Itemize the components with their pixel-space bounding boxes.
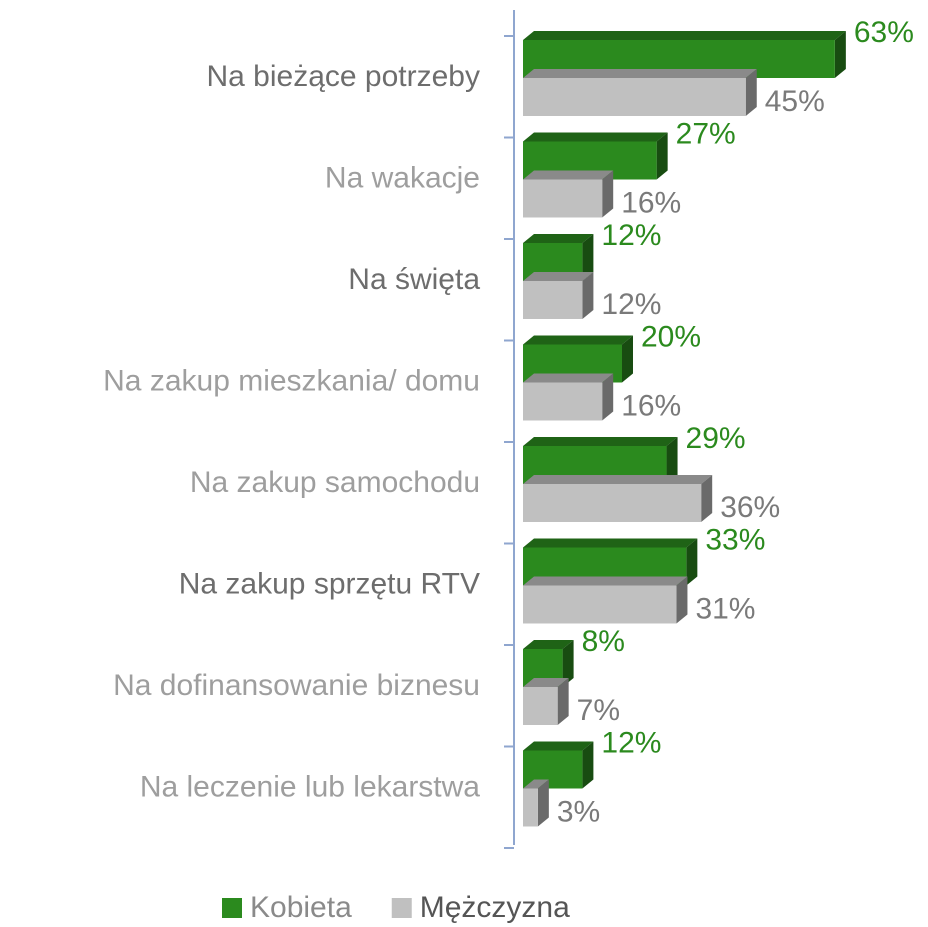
category-label: Na zakup mieszkania/ domu (103, 364, 480, 397)
bar-top (523, 132, 668, 142)
value-label: 12% (601, 288, 661, 321)
value-label: 16% (621, 186, 681, 219)
bar (523, 484, 702, 522)
value-label: 63% (854, 16, 914, 49)
value-label: 3% (557, 795, 600, 828)
bar-side (582, 272, 594, 319)
value-label: 33% (705, 523, 765, 556)
bar-side (701, 475, 713, 522)
bar (523, 585, 677, 624)
bar-side (557, 678, 569, 725)
bar-side (582, 741, 594, 789)
bar (523, 281, 583, 319)
bar-top (523, 31, 846, 40)
bar-top (523, 170, 614, 180)
bar-side (562, 640, 574, 687)
category-label: Na święta (348, 263, 480, 296)
value-label: 12% (601, 726, 661, 759)
bar-side (582, 234, 594, 281)
bar-side (656, 132, 668, 180)
bar-top (523, 640, 574, 649)
category-label: Na dofinansowanie biznesu (113, 669, 480, 702)
bar-side (537, 779, 549, 827)
value-label: 7% (577, 694, 620, 727)
bar-top (523, 437, 678, 446)
value-label: 29% (686, 422, 746, 455)
bar-side (622, 335, 633, 383)
bar-side (602, 170, 614, 218)
value-label: 45% (765, 85, 825, 118)
bar-side (666, 437, 678, 484)
category-label: Na bieżące potrzeby (207, 60, 481, 93)
legend-label: Mężczyzna (420, 891, 570, 924)
bar-side (602, 373, 614, 421)
value-label: 36% (720, 491, 780, 524)
value-label: 20% (641, 320, 701, 353)
legend-label: Kobieta (250, 891, 352, 924)
bar-top (523, 779, 549, 789)
value-label: 12% (601, 219, 661, 252)
bar-side (834, 31, 846, 78)
bar-top (523, 741, 594, 751)
bar-side (676, 576, 688, 624)
bar (523, 78, 746, 116)
bar-side (686, 538, 698, 586)
value-label: 8% (582, 625, 625, 658)
bar (523, 382, 603, 421)
bar-top (523, 335, 633, 345)
bar-top (523, 678, 569, 687)
legend-swatch (391, 898, 412, 918)
bar-side (745, 69, 757, 116)
bar (523, 687, 558, 725)
category-label: Na leczenie lub lekarstwa (140, 770, 480, 803)
category-label: Na zakup sprzętu RTV (179, 567, 480, 600)
bar-top (523, 576, 688, 586)
bar (523, 179, 603, 218)
bar (523, 788, 538, 827)
value-label: 16% (621, 389, 681, 422)
category-label: Na wakacje (325, 161, 480, 194)
bar-top (523, 69, 757, 78)
value-label: 31% (695, 592, 755, 625)
value-label: 27% (676, 117, 736, 150)
category-label: Na zakup samochodu (190, 466, 480, 499)
bar-top (523, 538, 698, 548)
legend-swatch (222, 898, 242, 918)
bar-top (523, 272, 594, 281)
bar-top (523, 475, 713, 484)
bar-top (523, 373, 614, 383)
bar-top (523, 234, 594, 243)
